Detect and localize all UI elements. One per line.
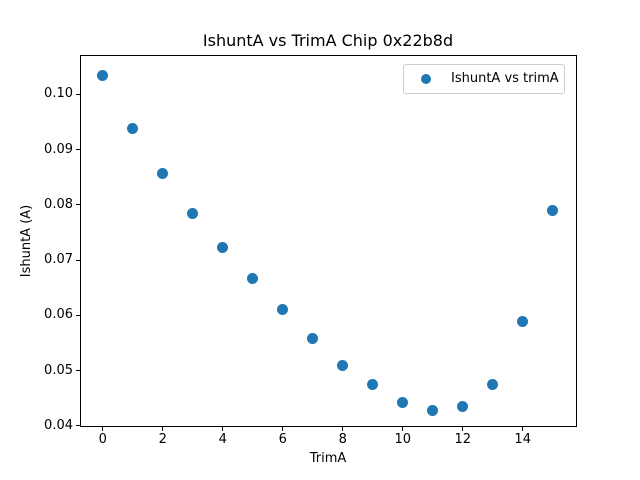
data-point	[457, 401, 469, 413]
data-point	[517, 315, 529, 327]
y-tick-label: 0.10	[44, 86, 73, 102]
data-point	[217, 242, 229, 254]
legend-box: IshuntA vs trimA	[403, 64, 565, 94]
y-tick-mark	[76, 204, 80, 206]
legend-label: IshuntA vs trimA	[451, 71, 559, 86]
data-point	[127, 123, 139, 134]
x-tick-mark	[402, 427, 404, 431]
data-point	[247, 272, 259, 284]
x-tick-mark	[462, 427, 464, 431]
data-point	[487, 378, 499, 390]
y-tick-label: 0.07	[44, 252, 73, 268]
y-tick-label: 0.08	[44, 196, 73, 212]
y-axis-label: IshuntA (A)	[19, 204, 34, 278]
data-point	[367, 379, 379, 391]
x-tick-label: 4	[218, 432, 227, 447]
y-tick-mark	[76, 370, 80, 372]
data-point	[157, 168, 169, 180]
legend-marker-icon	[421, 74, 431, 84]
x-axis-label: TrimA	[309, 451, 347, 466]
data-point	[187, 208, 199, 220]
data-point	[97, 69, 109, 81]
x-tick-mark	[162, 427, 164, 431]
x-tick-label: 12	[454, 432, 471, 447]
data-point	[337, 360, 349, 372]
data-point	[427, 404, 439, 416]
y-tick-mark	[76, 425, 80, 427]
y-tick-label: 0.06	[44, 307, 73, 323]
plot-area	[80, 55, 577, 427]
x-tick-mark	[522, 427, 524, 431]
data-point	[547, 205, 559, 217]
y-tick-mark	[76, 259, 80, 261]
x-tick-label: 10	[394, 432, 412, 447]
x-tick-mark	[222, 427, 224, 431]
y-tick-label: 0.04	[44, 417, 73, 433]
data-point	[277, 303, 289, 315]
x-tick-label: 2	[158, 432, 167, 447]
data-point	[397, 397, 409, 409]
x-tick-mark	[102, 427, 104, 431]
x-tick-label: 6	[278, 432, 287, 447]
x-tick-mark	[342, 427, 344, 431]
x-tick-label: 0	[98, 432, 107, 447]
y-tick-label: 0.09	[44, 141, 73, 157]
data-point	[307, 332, 319, 344]
y-tick-mark	[76, 149, 80, 151]
x-tick-mark	[282, 427, 284, 431]
y-tick-label: 0.05	[44, 362, 73, 378]
y-tick-mark	[76, 314, 80, 316]
x-tick-label: 8	[338, 432, 347, 447]
y-tick-mark	[76, 93, 80, 95]
x-tick-label: 14	[514, 432, 531, 447]
chart-title: IshuntA vs TrimA Chip 0x22b8d	[202, 31, 454, 50]
